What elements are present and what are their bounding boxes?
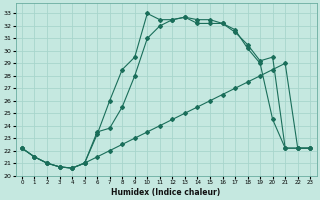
X-axis label: Humidex (Indice chaleur): Humidex (Indice chaleur) xyxy=(111,188,221,197)
